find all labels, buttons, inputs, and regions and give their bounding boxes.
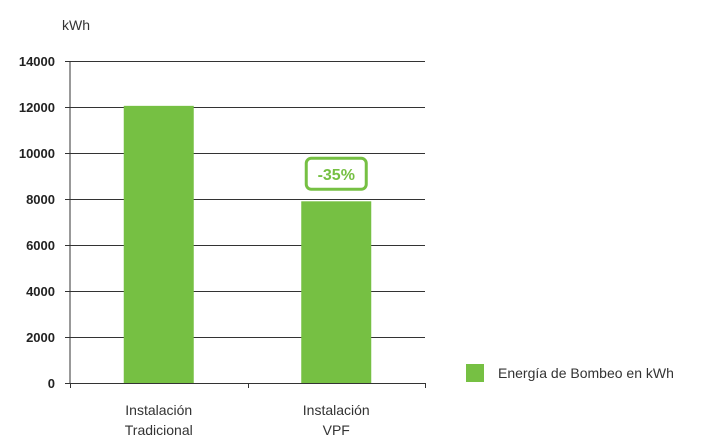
annotation-box [304, 156, 368, 191]
y-tick-label: 4000 [26, 284, 55, 299]
annotations: -35% [304, 156, 368, 191]
y-tick-label: 10000 [19, 146, 55, 161]
y-tick-label: 12000 [19, 100, 55, 115]
legend-swatch [466, 364, 484, 382]
x-tick-label: Tradicional [125, 422, 193, 438]
bar [123, 105, 194, 383]
y-axis-label: kWh [62, 17, 90, 33]
legend: Energía de Bombeo en kWh [466, 364, 674, 382]
bar [301, 201, 372, 383]
y-tick-label: 0 [48, 376, 55, 391]
y-tick-label: 2000 [26, 330, 55, 345]
gridlines [65, 61, 426, 388]
x-tick-label: Instalación [303, 402, 370, 418]
annotation-label: -35% [318, 167, 355, 184]
y-tick-label: 6000 [26, 238, 55, 253]
x-tick-label: VPF [323, 422, 350, 438]
legend-label: Energía de Bombeo en kWh [498, 365, 674, 381]
x-tick-labels: Instalación Tradicional Instalación VPF [125, 402, 370, 438]
x-tick-label: Instalación [125, 402, 192, 418]
y-tick-labels: 0 2000 4000 6000 8000 10000 12000 14000 [19, 54, 55, 391]
bars [123, 105, 372, 383]
y-tick-label: 14000 [19, 54, 55, 69]
y-tick-label: 8000 [26, 192, 55, 207]
